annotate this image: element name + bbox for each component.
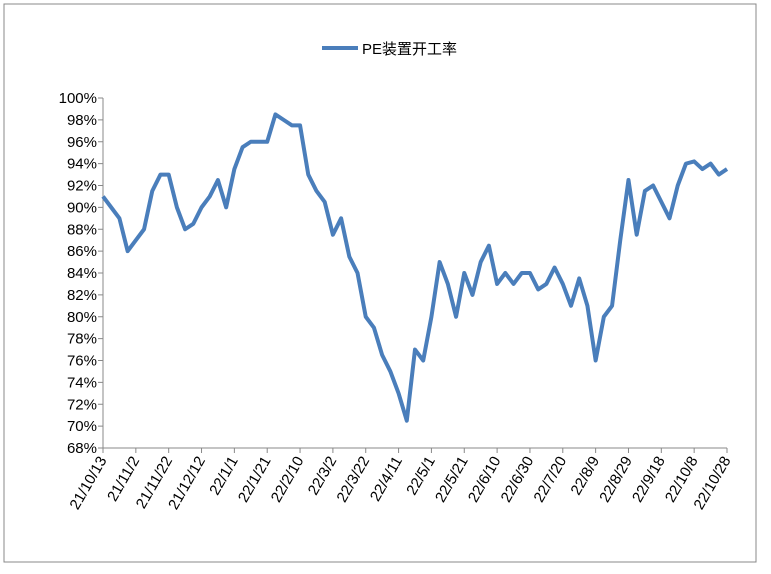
y-tick-label: 76% bbox=[67, 353, 97, 370]
y-tick-label: 74% bbox=[67, 374, 97, 391]
y-tick-label: 90% bbox=[67, 199, 97, 216]
y-tick-label: 82% bbox=[67, 287, 97, 304]
y-tick-label: 88% bbox=[67, 221, 97, 238]
y-tick-label: 80% bbox=[67, 309, 97, 326]
y-tick-label: 100% bbox=[59, 90, 97, 107]
legend-label: PE装置开工率 bbox=[362, 41, 457, 58]
y-tick-label: 94% bbox=[67, 156, 97, 173]
y-tick-label: 86% bbox=[67, 243, 97, 260]
y-tick-label: 96% bbox=[67, 134, 97, 151]
y-tick-label: 98% bbox=[67, 112, 97, 129]
y-tick-label: 84% bbox=[67, 265, 97, 282]
y-tick-label: 92% bbox=[67, 178, 97, 195]
y-tick-label: 78% bbox=[67, 331, 97, 348]
y-tick-label: 68% bbox=[67, 440, 97, 457]
chart-border bbox=[3, 3, 757, 563]
line-series bbox=[101, 112, 729, 423]
y-tick-label: 72% bbox=[67, 396, 97, 413]
y-tick-label: 70% bbox=[67, 418, 97, 435]
